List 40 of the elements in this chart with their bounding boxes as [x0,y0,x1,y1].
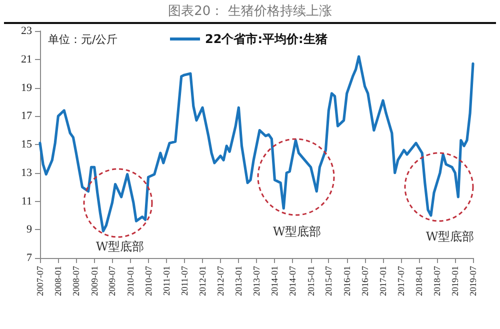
y-tick-label: 23 [21,25,32,37]
y-tick-label: 15 [21,138,32,150]
x-tick-label: 2015-07 [324,266,334,296]
x-tick-label: 2011-07 [179,266,190,296]
x-tick-label: 2019-07 [468,266,478,296]
x-tick-label: 2014-01 [270,266,280,296]
x-tick-label: 2015-01 [306,266,316,296]
annotation: W型底部 [272,224,322,240]
x-tick-label: 2012-01 [198,266,208,296]
x-tick-label: 2013-07 [252,266,262,296]
x-tick-label: 2017-01 [378,266,388,296]
x-tick-label: 2011-01 [161,266,172,296]
x-tick-label: 2012-07 [215,266,226,296]
y-tick-label: 11 [21,195,32,208]
x-tick-label: 2007-07 [35,266,45,296]
y-tick-label: 9 [26,224,32,236]
y-tick-label: 17 [21,110,32,122]
x-tick-label: 2013-01 [234,266,244,296]
annotation: W型底部 [426,228,474,246]
x-tick-label: 2009-07 [107,266,118,296]
y-tick-label: 13 [21,166,32,179]
y-tick-label: 21 [21,53,32,66]
y-axis-title: 单位：元/公斤 [48,32,118,47]
chart-title: 图表20： 生猪价格持续上涨 [167,3,333,20]
x-tick-label: 2014-07 [288,266,298,296]
x-tick-label: 2019-01 [450,266,460,296]
x-tick-label: 2018-01 [414,266,424,296]
x-tick-label: 2009-01 [89,266,100,296]
y-tick-label: 7 [26,252,32,264]
annotation: W型底部 [96,238,144,256]
x-tick-label: 2010-01 [125,266,136,296]
x-tick-label: 2018-07 [432,266,442,296]
x-tick-label: 2016-01 [342,266,352,296]
x-tick-label: 2008-01 [53,266,64,296]
x-tick-label: 2016-07 [360,266,370,296]
x-tick-label: 2017-07 [396,266,406,296]
x-tick-label: 2010-07 [143,266,154,296]
legend-label: 22个省市:平均价:生猪 [205,32,328,46]
x-tick-label: 2008-07 [71,266,82,296]
y-tick-label: 19 [21,82,32,94]
